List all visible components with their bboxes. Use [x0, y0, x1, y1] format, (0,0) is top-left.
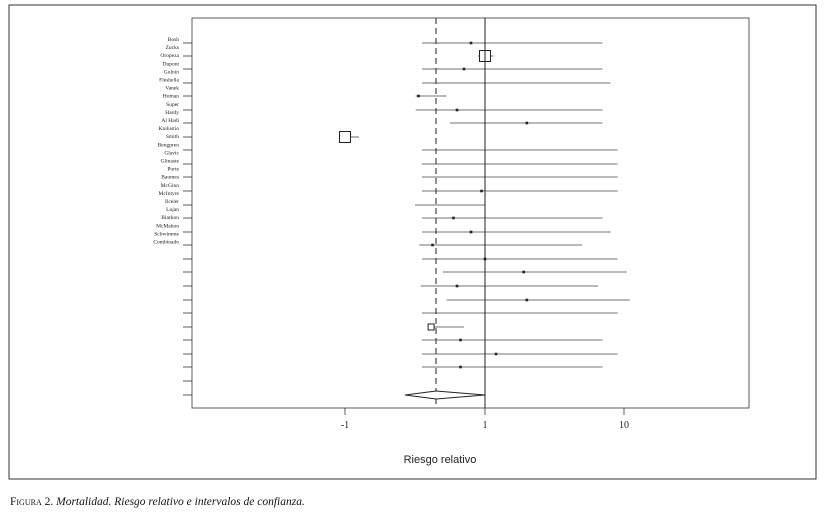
study-label: Hardy [165, 110, 179, 116]
study-label: McMahon [156, 223, 179, 229]
study-label: Schwimme [154, 231, 179, 237]
reference-lines [404, 18, 486, 408]
point-estimate [462, 67, 466, 71]
study-label: Lujan [166, 207, 179, 213]
study-label: Vanek [165, 86, 179, 92]
point-estimate [455, 284, 459, 288]
point-estimate [494, 352, 498, 356]
point-estimate [522, 270, 526, 274]
point-estimate [459, 338, 462, 342]
x-tick-label: 1 [483, 420, 488, 431]
study-label: Gulnin [164, 69, 180, 75]
study-label: Oropeza [160, 53, 179, 59]
point-estimate-box [339, 131, 351, 143]
study-label: Fleshella [159, 78, 179, 84]
x-tick-label: 10 [619, 420, 629, 431]
study-label: Smith [166, 134, 179, 140]
study-label: Glinaste [161, 159, 180, 165]
point-estimate [417, 94, 420, 98]
study-label: Bosh [168, 37, 180, 43]
x-tick-label: -1 [341, 420, 349, 431]
study-label: Ilceler [165, 199, 179, 205]
study-label: McIntyre [159, 191, 180, 197]
x-axis-ticks: -1 1 10 [183, 42, 629, 431]
point-estimate [431, 243, 434, 247]
pooled-diamond [404, 390, 486, 400]
caption-text: Mortalidad. Riesgo relativo e intervalos… [56, 496, 305, 508]
study-label: Porte [167, 167, 179, 173]
point-estimate [480, 189, 483, 193]
study-label: Zucks [166, 45, 179, 51]
study-label: Al Hadi [161, 118, 179, 124]
study-label: Combinado [153, 240, 179, 246]
point-estimate [455, 108, 459, 112]
study-label: McGinn [161, 183, 180, 189]
study-labels: Bosh Zucks Oropeza Dupont Gulnin Fleshella Van… [153, 37, 179, 246]
study-label: Biarkon [161, 215, 179, 221]
point-estimate [452, 216, 455, 220]
study-label: Knilustio [159, 126, 180, 132]
study-label: Glavic [164, 150, 179, 156]
study-label: Baumes [161, 175, 179, 181]
figure-caption: Figura 2. Mortalidad. Riesgo relativo e … [10, 496, 305, 508]
point-estimate [525, 121, 529, 125]
point-estimate-box [427, 323, 435, 331]
point-estimate [525, 298, 529, 302]
x-axis-label: Riesgo relativo [404, 454, 477, 466]
study-label: Bengpren [158, 142, 180, 148]
plot-area-border [191, 17, 750, 409]
figure-border [8, 4, 817, 480]
study-label: Super [166, 102, 179, 108]
point-estimate [469, 41, 473, 45]
study-label: Human [163, 94, 179, 100]
caption-label: Figura 2. [10, 496, 54, 508]
point-estimate [459, 365, 462, 369]
point-estimate [469, 230, 473, 234]
study-label: Dupont [163, 61, 180, 67]
